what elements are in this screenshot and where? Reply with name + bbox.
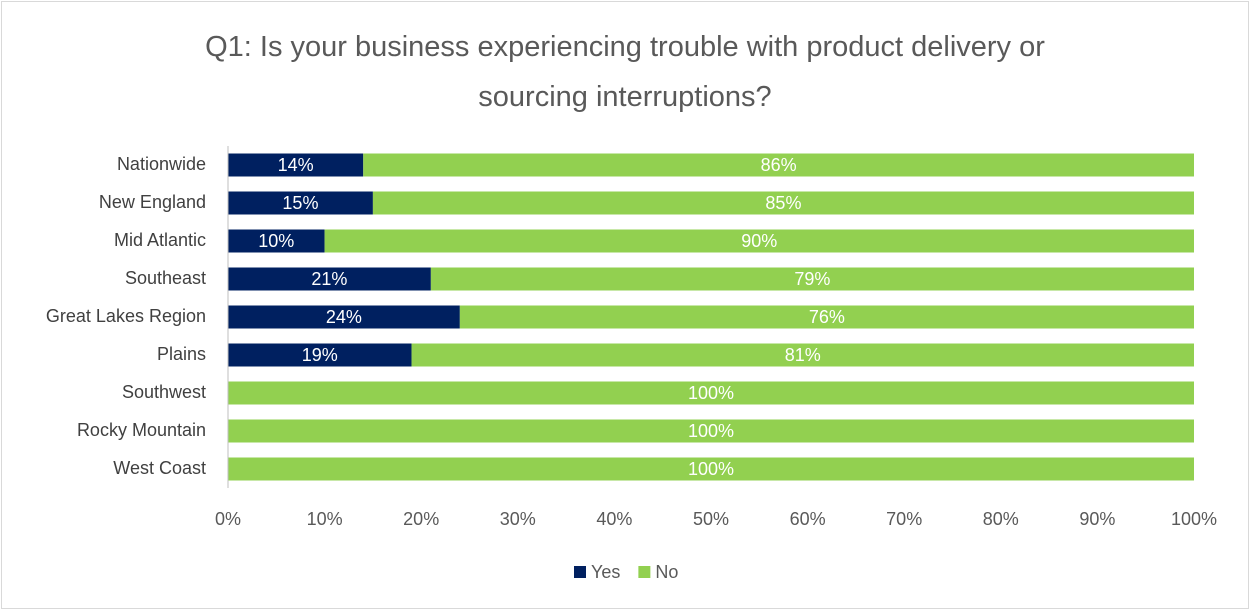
bar-segment [228,305,460,329]
bar-segment [228,229,325,253]
data-label: 76% [809,307,845,327]
legend-label: No [655,562,678,582]
y-tick-label: Plains [157,344,206,364]
data-label: 90% [741,231,777,251]
bar-segment [459,305,1195,329]
bar-segment [411,343,1194,367]
bar-segment [228,381,1194,405]
data-label: 14% [278,155,314,175]
bar-segment [228,191,373,215]
y-tick-label: Nationwide [117,154,206,174]
x-tick-label: 20% [403,509,439,529]
x-tick-label: 100% [1171,509,1217,529]
x-tick-label: 40% [596,509,632,529]
bar-segment [430,267,1194,291]
data-label: 79% [794,269,830,289]
y-tick-label: New England [99,192,206,212]
bar-segment [372,191,1194,215]
y-tick-label: Great Lakes Region [46,306,206,326]
legend-label: Yes [591,562,620,582]
bar-segment [363,153,1194,177]
x-tick-label: 60% [790,509,826,529]
data-label: 21% [311,269,347,289]
data-label: 81% [785,345,821,365]
bar-segment [228,457,1194,481]
x-tick-label: 80% [983,509,1019,529]
chart-title: Q1: Is your business experiencing troubl… [205,31,1045,113]
legend-swatch [574,566,586,578]
data-label: 86% [761,155,797,175]
x-tick-label: 90% [1079,509,1115,529]
bar-segment [228,419,1194,443]
data-label: 100% [688,421,734,441]
plot-area: 14%86%15%85%10%90%21%79%24%76%19%81%0%10… [228,153,1195,481]
data-label: 100% [688,459,734,479]
x-tick-label: 70% [886,509,922,529]
bar-segment [324,229,1195,253]
data-label: 24% [326,307,362,327]
x-tick-label: 30% [500,509,536,529]
bar-segment [228,267,431,291]
x-tick-label: 10% [307,509,343,529]
data-label: 100% [688,383,734,403]
y-tick-label: Southwest [122,382,206,402]
y-tick-label: Southeast [125,268,206,288]
y-tick-label: Rocky Mountain [77,420,206,440]
x-tick-label: 0% [215,509,241,529]
bar-segment [228,343,412,367]
data-label: 19% [302,345,338,365]
legend-swatch [638,566,651,578]
data-label: 10% [258,231,294,251]
x-tick-label: 50% [693,509,729,529]
y-tick-label: West Coast [113,458,206,478]
data-label: 85% [765,193,801,213]
data-label: 15% [282,193,318,213]
y-tick-label: Mid Atlantic [114,230,206,250]
bar-segment [228,153,364,177]
